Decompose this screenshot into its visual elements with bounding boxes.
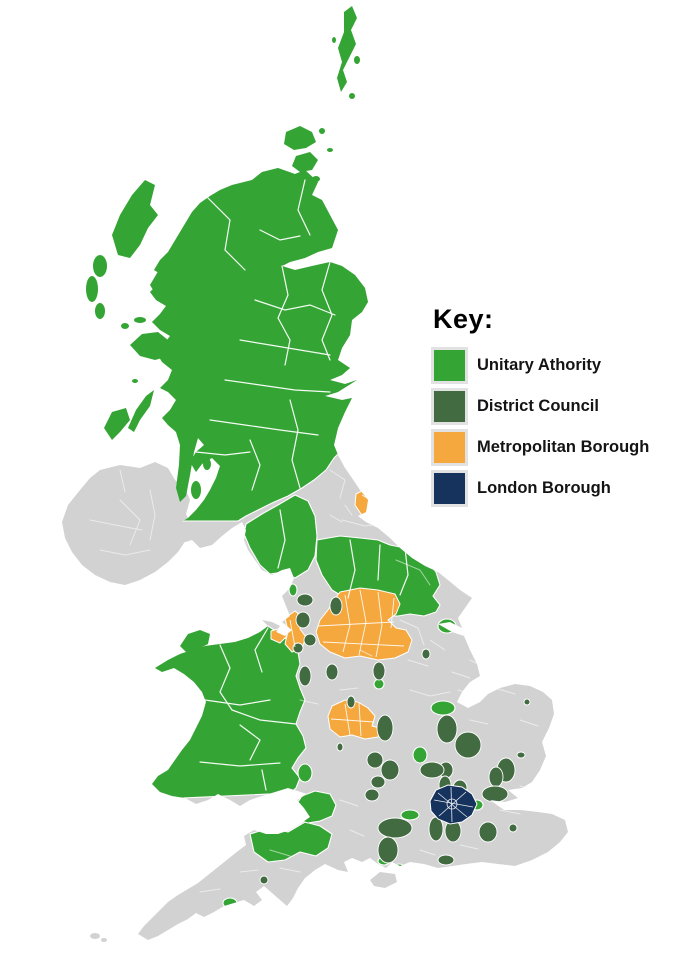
ni-borders-faint [89, 469, 156, 556]
key-swatch-metropolitan [431, 429, 468, 466]
region-london-cluster [429, 784, 478, 825]
district-blob [523, 698, 531, 706]
key-label-metropolitan: Metropolitan Borough [477, 438, 650, 456]
district-blob [329, 596, 343, 616]
district-blob [303, 633, 317, 647]
unitary-blob [222, 897, 238, 909]
unitary-blob [392, 863, 406, 873]
key-swatch-unitary [431, 347, 468, 384]
unitary-blob [288, 583, 298, 597]
unitary-blob [373, 678, 385, 690]
key-item-unitary: Unitary Athority [431, 347, 671, 384]
key-label-unitary: Unitary Athority [477, 356, 602, 374]
district-blob [259, 875, 269, 885]
district-blob [298, 665, 312, 687]
map-key: Key: Unitary Athority District Council M… [431, 304, 671, 511]
authority-borders-strong [195, 179, 409, 791]
island-scilly [90, 933, 100, 939]
island-shetland-dot [354, 56, 360, 64]
island-coll [121, 323, 129, 329]
district-blob [296, 593, 314, 607]
island-bute [203, 458, 211, 470]
district-blob [380, 759, 400, 781]
key-item-london: London Borough [431, 470, 671, 507]
island-tiree [134, 317, 146, 323]
district-blob [377, 836, 399, 864]
district-blob [421, 648, 431, 660]
island-uist [95, 303, 105, 319]
island-orkney [292, 152, 318, 172]
island-colonsay [132, 379, 138, 383]
district-blob [419, 761, 445, 779]
key-item-district: District Council [431, 388, 671, 425]
unitary-blob [412, 746, 428, 764]
district-blob [437, 854, 455, 866]
islands-unitary [86, 6, 360, 652]
island-isle-of-wight [370, 872, 397, 888]
island-shetland-dot [332, 37, 336, 43]
district-blob [295, 611, 311, 629]
island-mull [130, 332, 170, 360]
district-blob [377, 817, 413, 839]
island-skye [150, 258, 196, 298]
island-shetland [337, 6, 357, 92]
island-orkney-dot [319, 128, 325, 134]
unitary-blob [437, 618, 457, 634]
island-islay [104, 408, 130, 440]
unitary-blob [381, 522, 393, 532]
key-label-district: District Council [477, 397, 599, 415]
region-scotland [138, 168, 401, 522]
district-blob [346, 695, 356, 709]
district-blob [364, 788, 380, 802]
island-uist [93, 255, 107, 277]
london-borough-borders [433, 786, 474, 823]
island-orkney [284, 126, 316, 150]
district-blob [478, 821, 498, 843]
key-swatch-london [431, 470, 468, 507]
island-arran [191, 481, 201, 499]
region-northern-ireland [62, 462, 192, 585]
island-uist [86, 276, 98, 302]
district-blob [436, 714, 458, 744]
district-blob [372, 661, 386, 681]
district-blob [325, 663, 339, 681]
district-blob [336, 742, 344, 752]
district-blob [376, 714, 394, 742]
district-blob [454, 731, 482, 759]
district-blob [516, 751, 526, 759]
island-orkney-dot [312, 176, 320, 182]
island-shetland-dot [349, 93, 355, 99]
district-blob [292, 642, 304, 654]
unitary-blob [400, 809, 420, 821]
unitary-blob [430, 700, 456, 716]
key-label-london: London Borough [477, 479, 611, 497]
island-anglesey [180, 630, 210, 652]
region-cumbria [243, 494, 318, 579]
region-great-britain-base [90, 168, 568, 942]
island-jura [128, 390, 154, 432]
district-blob [481, 785, 509, 803]
key-title: Key: [433, 304, 494, 334]
district-blob [366, 751, 384, 769]
key-item-metropolitan: Metropolitan Borough [431, 429, 671, 466]
district-blob [488, 766, 504, 788]
unitary-blob [297, 763, 313, 783]
key-swatch-district [431, 388, 468, 425]
district-blob [508, 823, 518, 833]
island-orkney-dot [327, 148, 333, 152]
district-blob [370, 775, 386, 789]
island-scilly-dot [101, 938, 107, 942]
london-overlays [429, 784, 478, 825]
island-lewis-harris [112, 180, 158, 258]
